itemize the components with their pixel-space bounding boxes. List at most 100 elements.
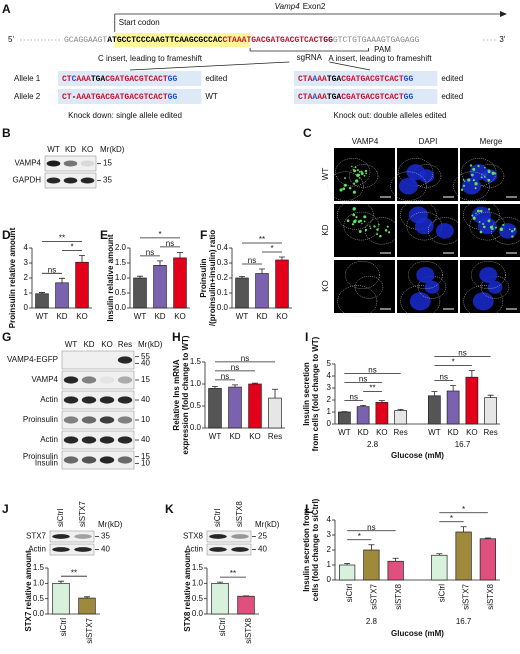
band: [99, 396, 115, 404]
arrow: [129, 61, 290, 71]
cell-outline: [453, 171, 490, 201]
significance-label: ns: [231, 363, 239, 372]
sequence-segment: AAA: [76, 75, 91, 84]
bar: [52, 582, 70, 615]
x-tick-label: KD: [256, 312, 267, 321]
sequence-segment: AA: [317, 93, 327, 102]
vamp4-puncta: [358, 170, 361, 173]
band: [80, 177, 95, 184]
x-tick-label: WT: [134, 312, 147, 321]
y-axis-label: from cells (fold change to WT): [311, 336, 320, 451]
panel-label: F: [200, 228, 207, 242]
panel-label: J: [2, 502, 9, 516]
cell-outline: [470, 261, 506, 289]
nucleus: [414, 217, 434, 235]
band: [46, 160, 61, 167]
vamp4-puncta: [364, 169, 368, 173]
significance-label: *: [358, 532, 361, 541]
sequence-segment: A: [312, 75, 317, 84]
x-tick-label: WT: [209, 432, 222, 441]
band: [117, 416, 133, 424]
error-bar: [59, 277, 65, 283]
error-bar: [279, 256, 285, 260]
caption: Knock down: single allele edited: [68, 111, 182, 120]
x-tick-label: WT: [36, 312, 49, 321]
significance-label: **: [71, 568, 77, 577]
vamp4-puncta: [462, 179, 465, 181]
vamp4-puncta: [352, 220, 357, 224]
band: [99, 436, 115, 444]
cell-outline: [400, 200, 437, 230]
vamp4-puncta: [472, 167, 476, 171]
x-tick-label: siSTX7: [370, 583, 379, 609]
vamp4-puncta: [471, 214, 474, 217]
band: [117, 436, 133, 444]
three-prime: 3': [499, 35, 505, 44]
error-bar: [84, 596, 90, 599]
vamp4-puncta: [487, 208, 491, 211]
band: [81, 416, 97, 424]
x-tick-label: KO: [76, 312, 88, 321]
note: A insert, leading to frameshift: [328, 54, 432, 63]
cell-outline: [348, 164, 379, 188]
significance-label: ns: [146, 248, 154, 257]
significance-label: **: [259, 235, 265, 244]
pam: PAM: [374, 45, 391, 54]
blot-frame: [49, 530, 95, 543]
vamp4-puncta: [474, 182, 478, 186]
vamp4-puncta: [482, 222, 485, 226]
error-bar: [450, 385, 457, 391]
y-axis-label: Proinsulin: [199, 258, 208, 297]
nucleus: [406, 164, 425, 181]
vamp4-puncta: [358, 177, 361, 179]
band: [81, 456, 97, 464]
y-tick-label: 0.0: [192, 609, 204, 618]
vamp4-puncta: [361, 222, 363, 225]
y-tick-label: 2: [24, 273, 29, 282]
vamp4-puncta: [342, 187, 346, 191]
group-label: 2.8: [367, 440, 379, 449]
y-tick-label: 1.0: [192, 578, 204, 587]
sequence-segment: GG: [404, 93, 414, 102]
error-bar: [487, 394, 494, 398]
sequence-segment: CGATGACGTCACT: [341, 93, 404, 102]
vamp4-puncta: [487, 178, 491, 182]
bar: [268, 397, 282, 429]
y-tick-label: 1: [24, 288, 29, 297]
x-tick-label: KD: [56, 312, 67, 321]
error-bar: [157, 260, 163, 266]
row-name: Insulin: [35, 458, 58, 467]
x-tick-label: KD: [154, 312, 165, 321]
significance-label: ns: [458, 349, 466, 358]
lane-label: KO: [82, 145, 94, 154]
bar: [228, 386, 242, 429]
vamp4-puncta: [491, 171, 495, 175]
five-prime: 5': [8, 35, 14, 44]
band: [52, 547, 70, 552]
vamp4-puncta: [487, 219, 491, 223]
bar: [75, 261, 89, 309]
significance-label: **: [230, 569, 236, 578]
vamp4-puncta: [477, 165, 480, 168]
x-tick-label: siSTX8: [244, 617, 253, 643]
mr-label: Mr(kD): [100, 145, 125, 154]
y-tick-label: 1.5: [192, 563, 204, 572]
y-tick-label: 2: [327, 395, 332, 404]
bar: [363, 549, 380, 581]
vamp4-puncta: [511, 235, 514, 238]
vamp4-puncta: [355, 179, 359, 183]
vamp4-puncta: [358, 230, 362, 233]
lane-label: Res: [118, 340, 132, 349]
band: [117, 356, 133, 364]
vamp4-puncta: [460, 188, 464, 191]
vamp4-puncta: [352, 213, 356, 217]
row-name: VAMP4-EGFP: [7, 355, 58, 364]
band: [231, 547, 249, 552]
allele-sequence: CTAAAATGACGATGACGTCACTGG: [298, 75, 413, 84]
vamp4-puncta: [343, 184, 346, 187]
band: [81, 396, 97, 404]
error-bar: [39, 292, 45, 294]
sequence-segment: CTA: [298, 75, 313, 84]
sequence-segment: A: [312, 93, 317, 102]
y-tick-label: 0.5: [190, 401, 202, 410]
